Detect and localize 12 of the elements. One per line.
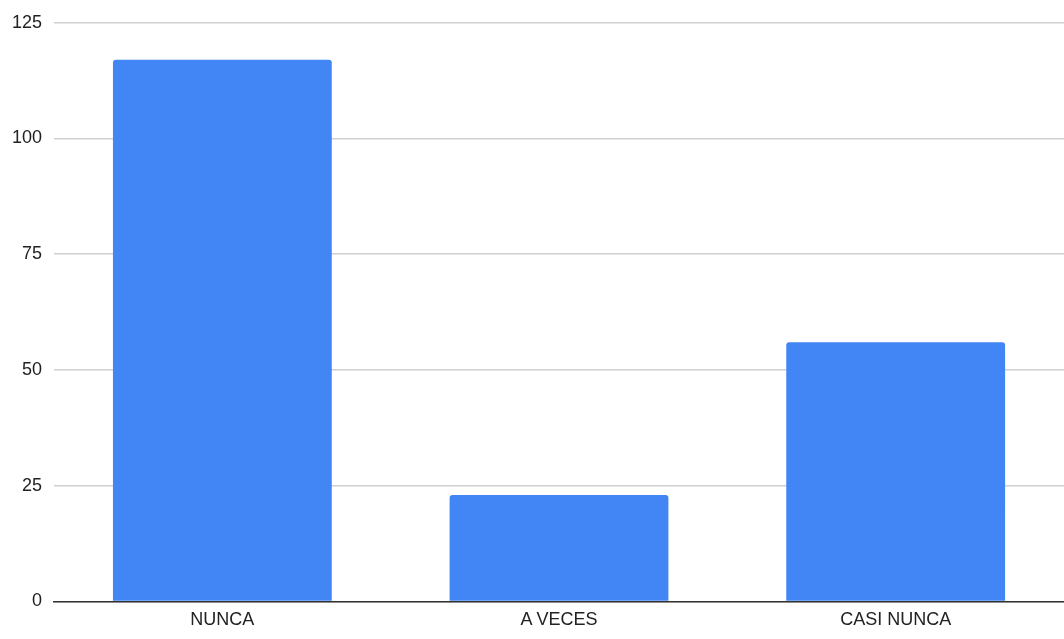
y-tick-label: 100 [11,127,43,148]
y-tick-label: 75 [22,243,43,264]
x-tick-label: NUNCA [190,609,255,630]
y-tick-label: 125 [11,11,43,32]
bar [112,59,332,601]
bar [786,342,1006,601]
y-tick-label: 25 [22,474,43,495]
x-tick-label: A VECES [520,609,598,630]
y-tick-label: 0 [32,590,43,611]
x-tick-label: CASI NUNCA [840,609,952,630]
y-tick-label: 50 [22,358,43,379]
bar [449,494,669,601]
